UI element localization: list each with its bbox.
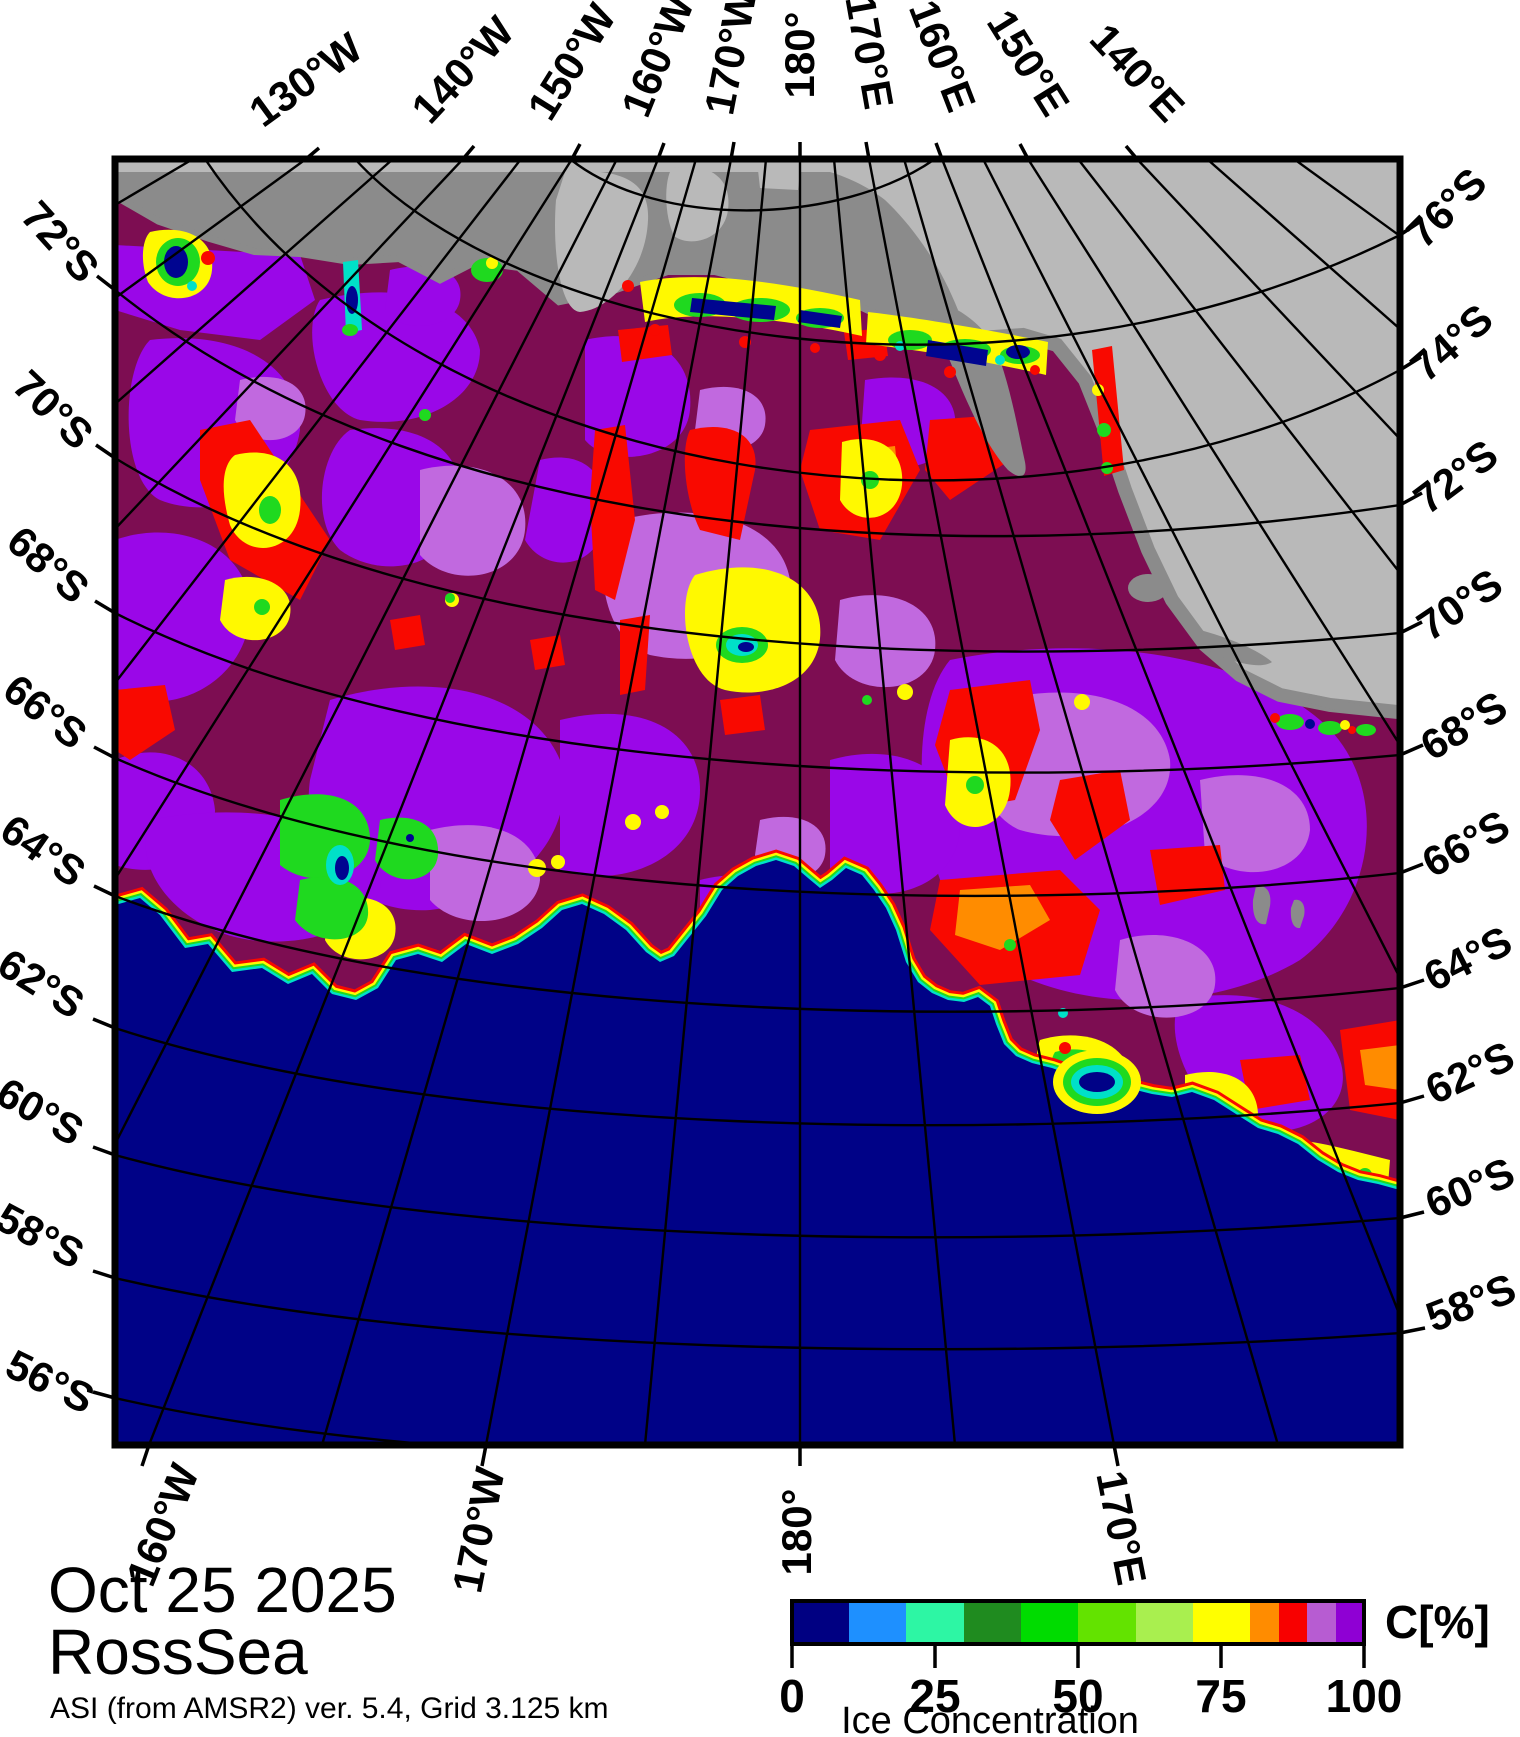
lon-label: 150°E bbox=[978, 2, 1079, 124]
lat-label: 72°S bbox=[12, 192, 108, 291]
colorbar-tick-label: 25 bbox=[909, 1670, 960, 1722]
colorbar-tick-label: 75 bbox=[1195, 1670, 1246, 1722]
lat-label: 62°S bbox=[1418, 1032, 1520, 1113]
colorbar-ticks bbox=[790, 1646, 1366, 1668]
colorbar-segment bbox=[906, 1601, 964, 1644]
lat-label: 68°S bbox=[0, 517, 98, 613]
date-title: Oct 25 2025 bbox=[48, 1554, 397, 1626]
colorbar-segment bbox=[1078, 1601, 1136, 1644]
lon-label: 180° bbox=[776, 12, 823, 99]
colorbar-segment bbox=[1136, 1601, 1193, 1644]
top-lon-labels: 130°W 140°W 150°W 160°W 170°W 180° 170°E… bbox=[241, 0, 1194, 136]
lon-label: 130°W bbox=[241, 23, 371, 136]
lat-label: 68°S bbox=[1412, 682, 1515, 769]
lat-label: 62°S bbox=[0, 939, 93, 1027]
colorbar-segment bbox=[1250, 1601, 1279, 1644]
colorbar-segment bbox=[1193, 1601, 1250, 1644]
lon-label: 170°W bbox=[443, 1463, 513, 1597]
lat-label: 70°S bbox=[4, 361, 102, 458]
lat-label: 64°S bbox=[1416, 917, 1519, 1000]
lon-label: 170°E bbox=[836, 0, 902, 113]
lat-label: 74°S bbox=[1402, 295, 1502, 391]
lon-label: 160°W bbox=[612, 0, 703, 123]
colorbar-segment bbox=[1307, 1601, 1336, 1644]
lon-label: 160°E bbox=[900, 0, 985, 118]
lon-label: 180° bbox=[773, 1489, 820, 1576]
land-dark-band bbox=[115, 172, 958, 331]
map-frame bbox=[111, 155, 1404, 1449]
lat-label: 64°S bbox=[0, 805, 94, 896]
lat-label: 60°S bbox=[0, 1068, 92, 1154]
land-light bbox=[115, 159, 1400, 712]
lat-label: 66°S bbox=[1414, 801, 1517, 886]
lat-label: 72°S bbox=[1405, 430, 1506, 523]
graticule bbox=[115, 159, 1400, 1445]
ocean bbox=[115, 860, 1400, 1445]
colorbar-unit-label: C[%] bbox=[1385, 1596, 1490, 1648]
colorbar: 0 25 50 75 100 C[%] Ice Concentration bbox=[779, 1596, 1490, 1737]
edge-donut bbox=[1053, 1050, 1141, 1114]
land-layer bbox=[115, 159, 1400, 929]
lat-label: 76°S bbox=[1398, 159, 1496, 257]
colorbar-tick-label: 100 bbox=[1326, 1670, 1403, 1722]
edge-ticks bbox=[92, 141, 1426, 1467]
lat-label: 58°S bbox=[1420, 1264, 1520, 1341]
colorbar-border bbox=[790, 1599, 1366, 1646]
region-title: RossSea bbox=[48, 1616, 308, 1688]
colorbar-tick-labels: 0 25 50 75 100 bbox=[779, 1670, 1402, 1722]
colorbar-tick-label: 50 bbox=[1052, 1670, 1103, 1722]
lon-label: 150°W bbox=[518, 0, 625, 128]
lat-label: 60°S bbox=[1418, 1148, 1520, 1227]
map-canvas bbox=[115, 159, 1400, 1445]
land-light-patches bbox=[555, 166, 800, 312]
colorbar-segment bbox=[964, 1601, 1021, 1644]
colorbar-segment bbox=[1021, 1601, 1078, 1644]
lat-label: 66°S bbox=[0, 665, 96, 758]
colorbar-segment bbox=[1279, 1601, 1307, 1644]
colorbar-tick-label: 0 bbox=[779, 1670, 805, 1722]
lon-label: 170°W bbox=[695, 0, 765, 118]
colorbar-segments bbox=[792, 1601, 1364, 1644]
lat-label: 58°S bbox=[0, 1193, 92, 1277]
left-lat-labels: 72°S 70°S 68°S 66°S 64°S 62°S 60°S 58°S … bbox=[0, 192, 108, 1423]
lat-label: 70°S bbox=[1409, 560, 1511, 650]
lon-label: 140°E bbox=[1081, 15, 1194, 131]
source-line: ASI (from AMSR2) ver. 5.4, Grid 3.125 km bbox=[50, 1692, 609, 1725]
lon-label: 170°E bbox=[1087, 1467, 1155, 1589]
lat-label: 56°S bbox=[0, 1340, 102, 1422]
colorbar-segment bbox=[1336, 1601, 1364, 1644]
colorbar-segment bbox=[792, 1601, 849, 1644]
footer-titles: Oct 25 2025 RossSea ASI (from AMSR2) ver… bbox=[48, 1554, 609, 1725]
colorbar-segment bbox=[849, 1601, 906, 1644]
colorbar-axis-label: Ice Concentration bbox=[841, 1700, 1139, 1737]
lon-label: 140°W bbox=[402, 7, 523, 132]
